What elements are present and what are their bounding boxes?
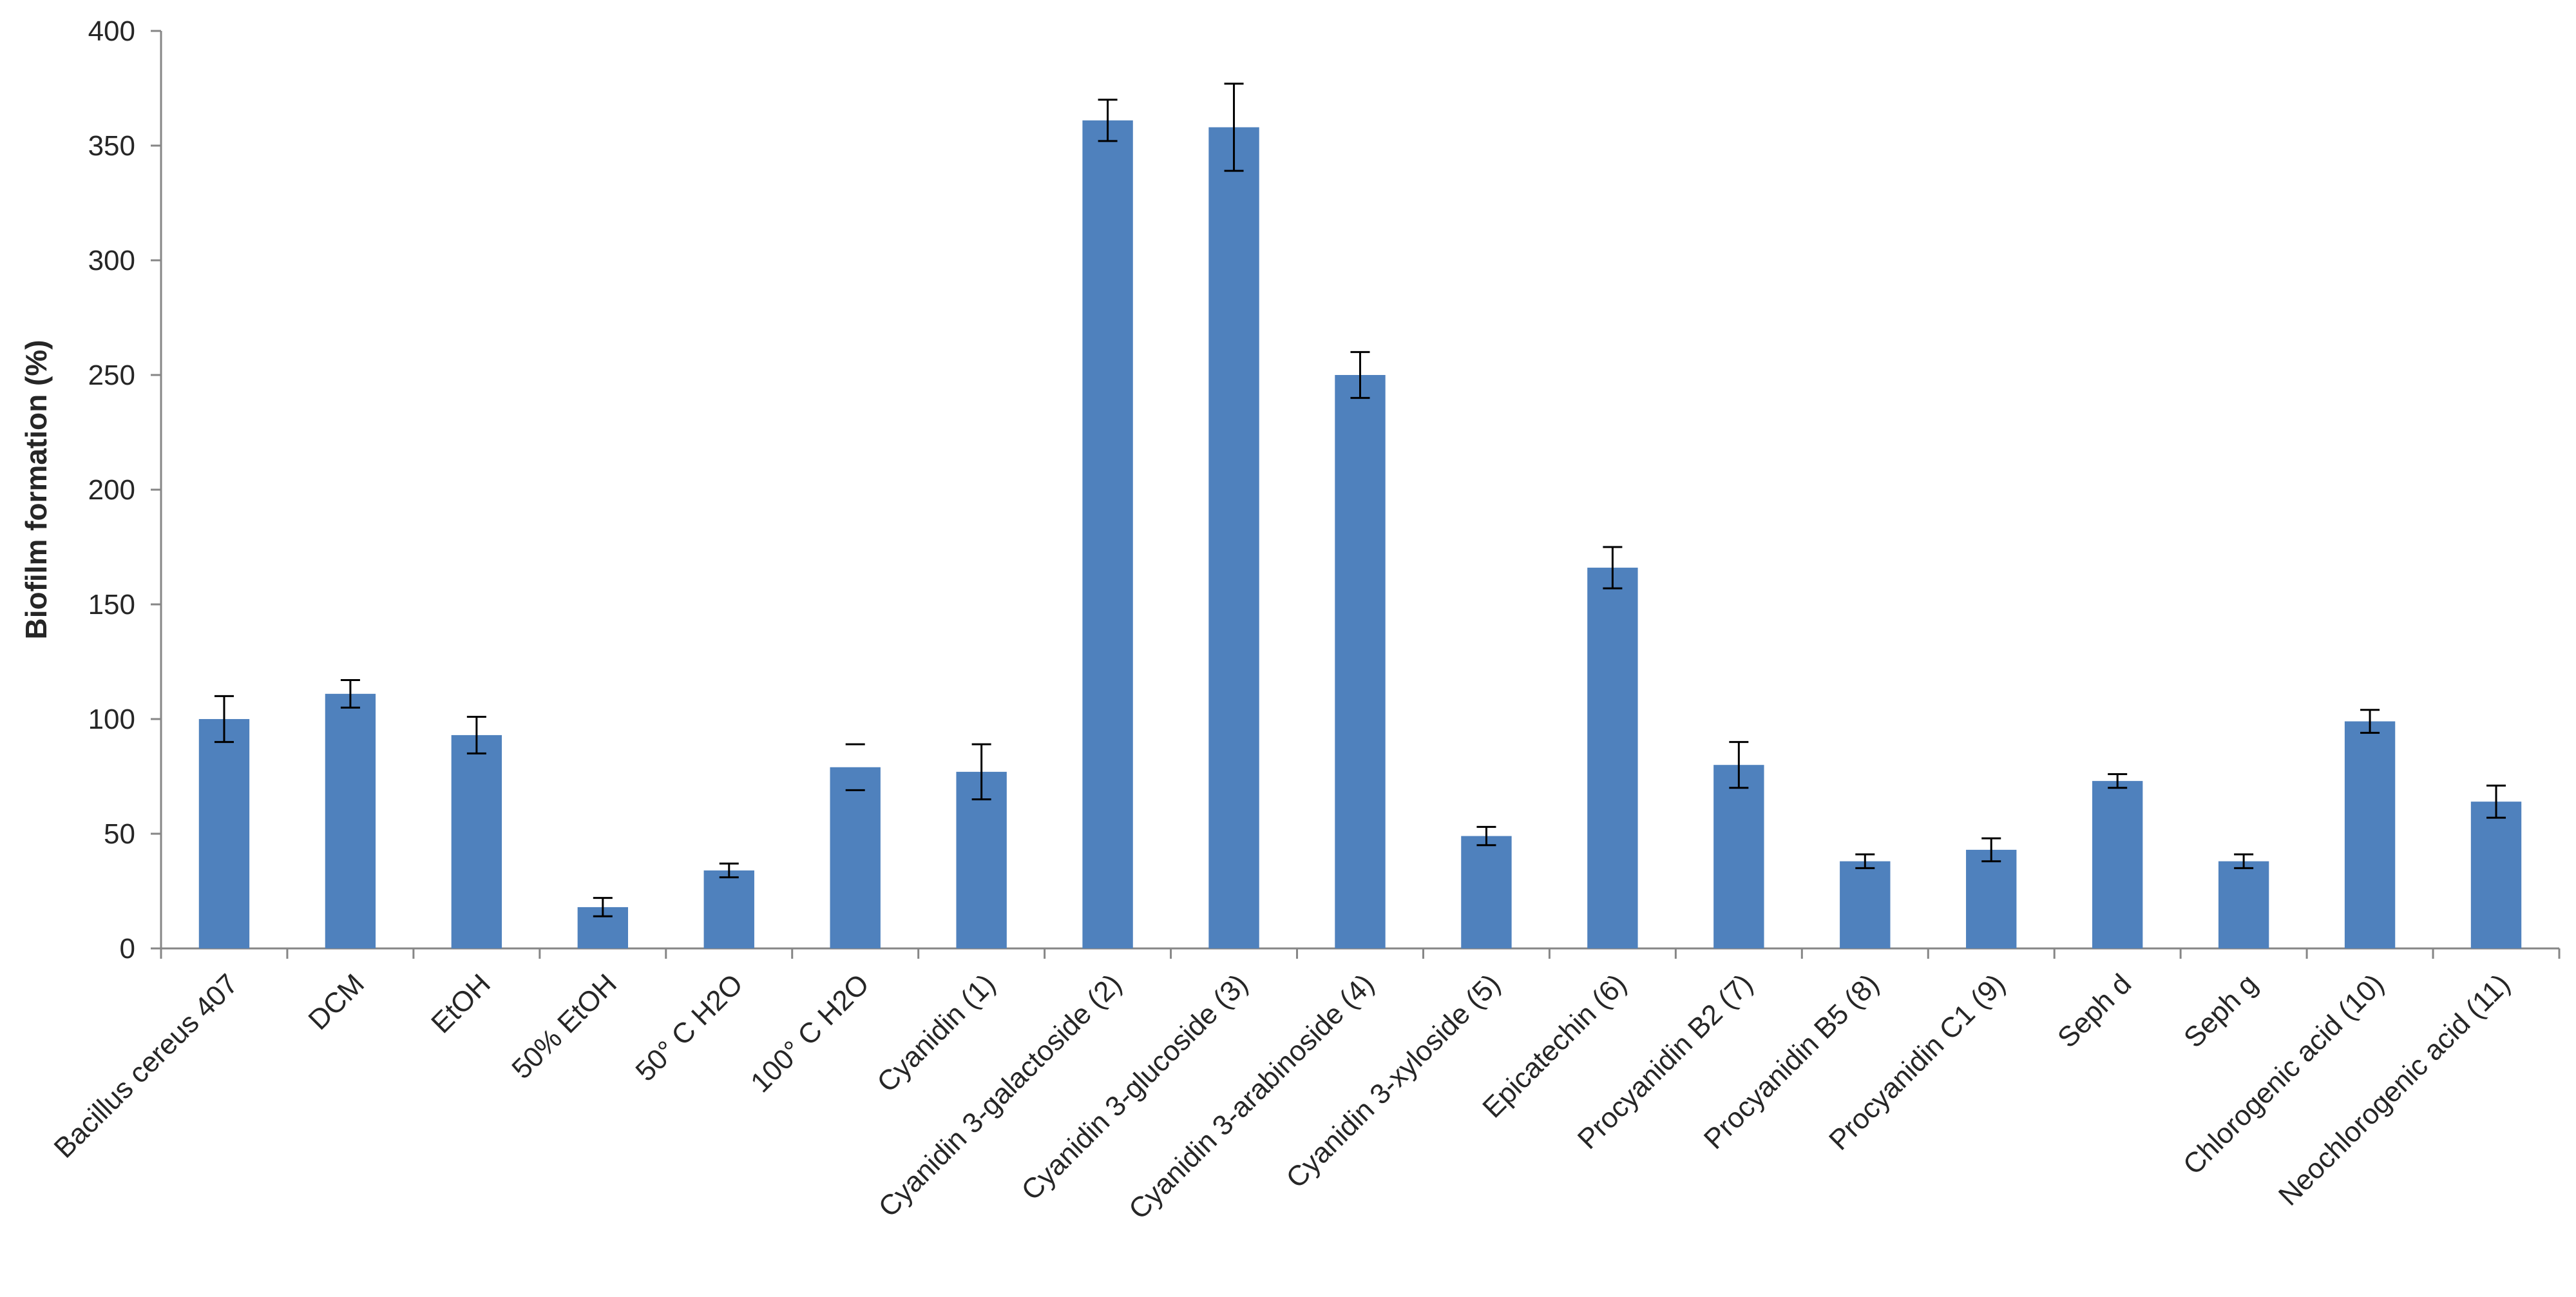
x-tick-label: 50° C H2O [629, 968, 749, 1087]
y-tick-label: 100 [88, 704, 135, 735]
x-tick-label: DCM [302, 968, 370, 1036]
bar [198, 719, 250, 948]
bar [1082, 120, 1133, 949]
bar [2218, 861, 2269, 948]
x-tick-label: Cyanidin 3-xyloside (5) [1280, 968, 1506, 1194]
x-tick-label: Neochlorogenic acid (11) [2273, 968, 2516, 1211]
x-tick-label: EtOH [425, 968, 497, 1039]
y-axis-title: Biofilm formation (%) [19, 340, 53, 639]
y-tick-label: 200 [88, 474, 135, 506]
bar [2092, 781, 2143, 948]
bar [1840, 861, 1891, 948]
y-tick-label: 50 [104, 818, 135, 850]
y-tick-label: 350 [88, 130, 135, 162]
bar [1587, 568, 1638, 948]
bar [325, 693, 376, 948]
y-tick-label: 150 [88, 589, 135, 620]
y-axis: 0 50 100 150 200 250 300 350 400 [88, 15, 162, 965]
bar [703, 870, 754, 948]
x-tick-label: Cyanidin 3-glucoside (3) [1015, 968, 1254, 1206]
bar [1461, 836, 1512, 948]
bar [1966, 849, 2017, 948]
bar [1713, 765, 1764, 948]
bar [2344, 721, 2396, 948]
error-bars [214, 82, 2506, 918]
bar [1208, 127, 1259, 948]
x-tick-labels: Bacillus cereus 407 DCM EtOH 50% EtOH 50° C … [48, 968, 2516, 1225]
x-tick-label: Cyanidin 3-galactoside (2) [873, 968, 1128, 1223]
x-axis [160, 947, 2561, 959]
bar [451, 735, 502, 948]
x-tick-label: Cyanidin 3-arabinoside (4) [1123, 968, 1380, 1225]
y-tick-label: 0 [120, 933, 135, 965]
x-tick-label: Cyanidin (1) [871, 968, 1001, 1098]
y-tick-label: 300 [88, 245, 135, 276]
x-tick-label: Bacillus cereus 407 [48, 968, 244, 1164]
y-tick-label: 400 [88, 15, 135, 47]
y-tick-label: 250 [88, 360, 135, 391]
x-tick-label: 100° C H2O [745, 968, 875, 1099]
x-tick-label: 50% EtOH [506, 968, 623, 1085]
bars [198, 120, 2522, 949]
bar [956, 771, 1007, 948]
x-tick-label: Seph d [2052, 968, 2137, 1053]
bar [2470, 802, 2522, 948]
bar [1335, 375, 1386, 948]
bar [830, 767, 881, 948]
x-tick-label: Seph g [2178, 968, 2264, 1053]
